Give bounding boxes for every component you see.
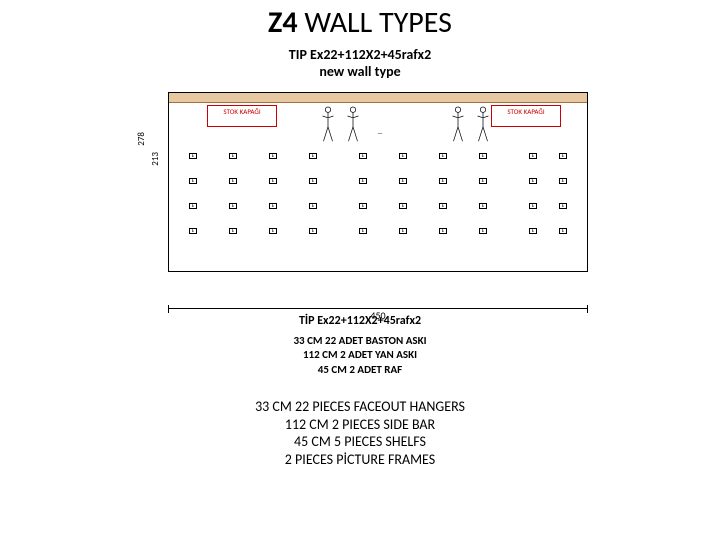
- faceout-peg: E: [439, 228, 447, 234]
- title-rest: WALL TYPES: [298, 4, 452, 41]
- faceout-peg: E: [189, 228, 197, 234]
- mannequin-icon: [319, 105, 337, 145]
- faceout-peg: E: [359, 203, 367, 209]
- faceout-peg: E: [229, 178, 237, 184]
- turkish-line-1: 33 CM 22 ADET BASTON ASKI: [0, 334, 720, 348]
- faceout-peg: E: [269, 203, 277, 209]
- stok-box-1: STOK KAPAĞI: [491, 105, 561, 127]
- faceout-peg: E: [359, 228, 367, 234]
- faceout-peg: E: [269, 153, 277, 159]
- faceout-peg: E: [359, 153, 367, 159]
- faceout-peg: E: [189, 178, 197, 184]
- title-prefix: Z4: [268, 4, 298, 41]
- mannequin-icon: [474, 105, 492, 145]
- faceout-peg: E: [559, 153, 567, 159]
- turkish-line-2: 112 CM 2 ADET YAN ASKI: [0, 348, 720, 362]
- page-title: Z4 WALL TYPES: [0, 4, 720, 41]
- faceout-peg: E: [529, 178, 537, 184]
- faceout-peg: E: [479, 203, 487, 209]
- eng-line-4: 2 PIECES PİCTURE FRAMES: [0, 451, 720, 469]
- faceout-peg: E: [559, 178, 567, 184]
- eng-line-1: 33 CM 22 PIECES FACEOUT HANGERS: [0, 398, 720, 416]
- faceout-peg: E: [399, 203, 407, 209]
- elevation-diagram: 278 213 STOK KAPAĞISTOK KAPAĞI EEEEEEEEE…: [168, 92, 588, 302]
- faceout-peg: E: [479, 228, 487, 234]
- faceout-peg: E: [399, 153, 407, 159]
- wall-drawing: STOK KAPAĞI STOK KAPAĞI E E E E E E E E E E E E E E E E E…: [168, 92, 588, 272]
- faceout-peg: E: [399, 178, 407, 184]
- faceout-peg: E: [269, 178, 277, 184]
- faceout-peg: E: [479, 178, 487, 184]
- faceout-peg: E: [529, 153, 537, 159]
- faceout-peg: E: [479, 153, 487, 159]
- faceout-peg: E: [439, 178, 447, 184]
- dim-height-outer: 278: [136, 132, 147, 146]
- faceout-peg: E: [529, 203, 537, 209]
- subtitle: TIP Ex22+112X2+45rafx2 new wall type: [0, 47, 720, 81]
- faceout-peg: E: [559, 228, 567, 234]
- faceout-peg: E: [189, 203, 197, 209]
- subtitle-line2: new wall type: [0, 64, 720, 81]
- faceout-peg: E: [309, 228, 317, 234]
- subtitle-line1: TIP Ex22+112X2+45rafx2: [0, 47, 720, 64]
- eng-line-2: 112 CM 2 PIECES SIDE BAR: [0, 416, 720, 434]
- faceout-peg: E: [559, 203, 567, 209]
- faceout-peg: E: [229, 228, 237, 234]
- mid-caption-1: —: [365, 129, 395, 137]
- turkish-specs: 33 CM 22 ADET BASTON ASKI 112 CM 2 ADET …: [0, 334, 720, 377]
- tip-label: TİP Ex22+112X2+45rafx2: [0, 314, 720, 328]
- eng-line-3: 45 CM 5 PIECES SHELFS: [0, 433, 720, 451]
- dim-height-inner: 213: [150, 152, 161, 166]
- faceout-peg: E: [439, 153, 447, 159]
- faceout-peg: E: [189, 153, 197, 159]
- faceout-peg: E: [229, 153, 237, 159]
- mannequin-icon: [344, 105, 362, 145]
- faceout-peg: E: [359, 178, 367, 184]
- stok-box-0: STOK KAPAĞI: [207, 105, 277, 127]
- top-trim: [169, 93, 587, 103]
- faceout-peg: E: [399, 228, 407, 234]
- english-specs: 33 CM 22 PIECES FACEOUT HANGERS 112 CM 2…: [0, 398, 720, 468]
- faceout-peg: E: [439, 203, 447, 209]
- faceout-peg: E: [309, 203, 317, 209]
- faceout-peg: E: [229, 203, 237, 209]
- faceout-peg: E: [309, 153, 317, 159]
- turkish-line-3: 45 CM 2 ADET RAF: [0, 363, 720, 377]
- faceout-peg: E: [529, 228, 537, 234]
- faceout-peg: E: [269, 228, 277, 234]
- mannequin-icon: [449, 105, 467, 145]
- faceout-peg: E: [309, 178, 317, 184]
